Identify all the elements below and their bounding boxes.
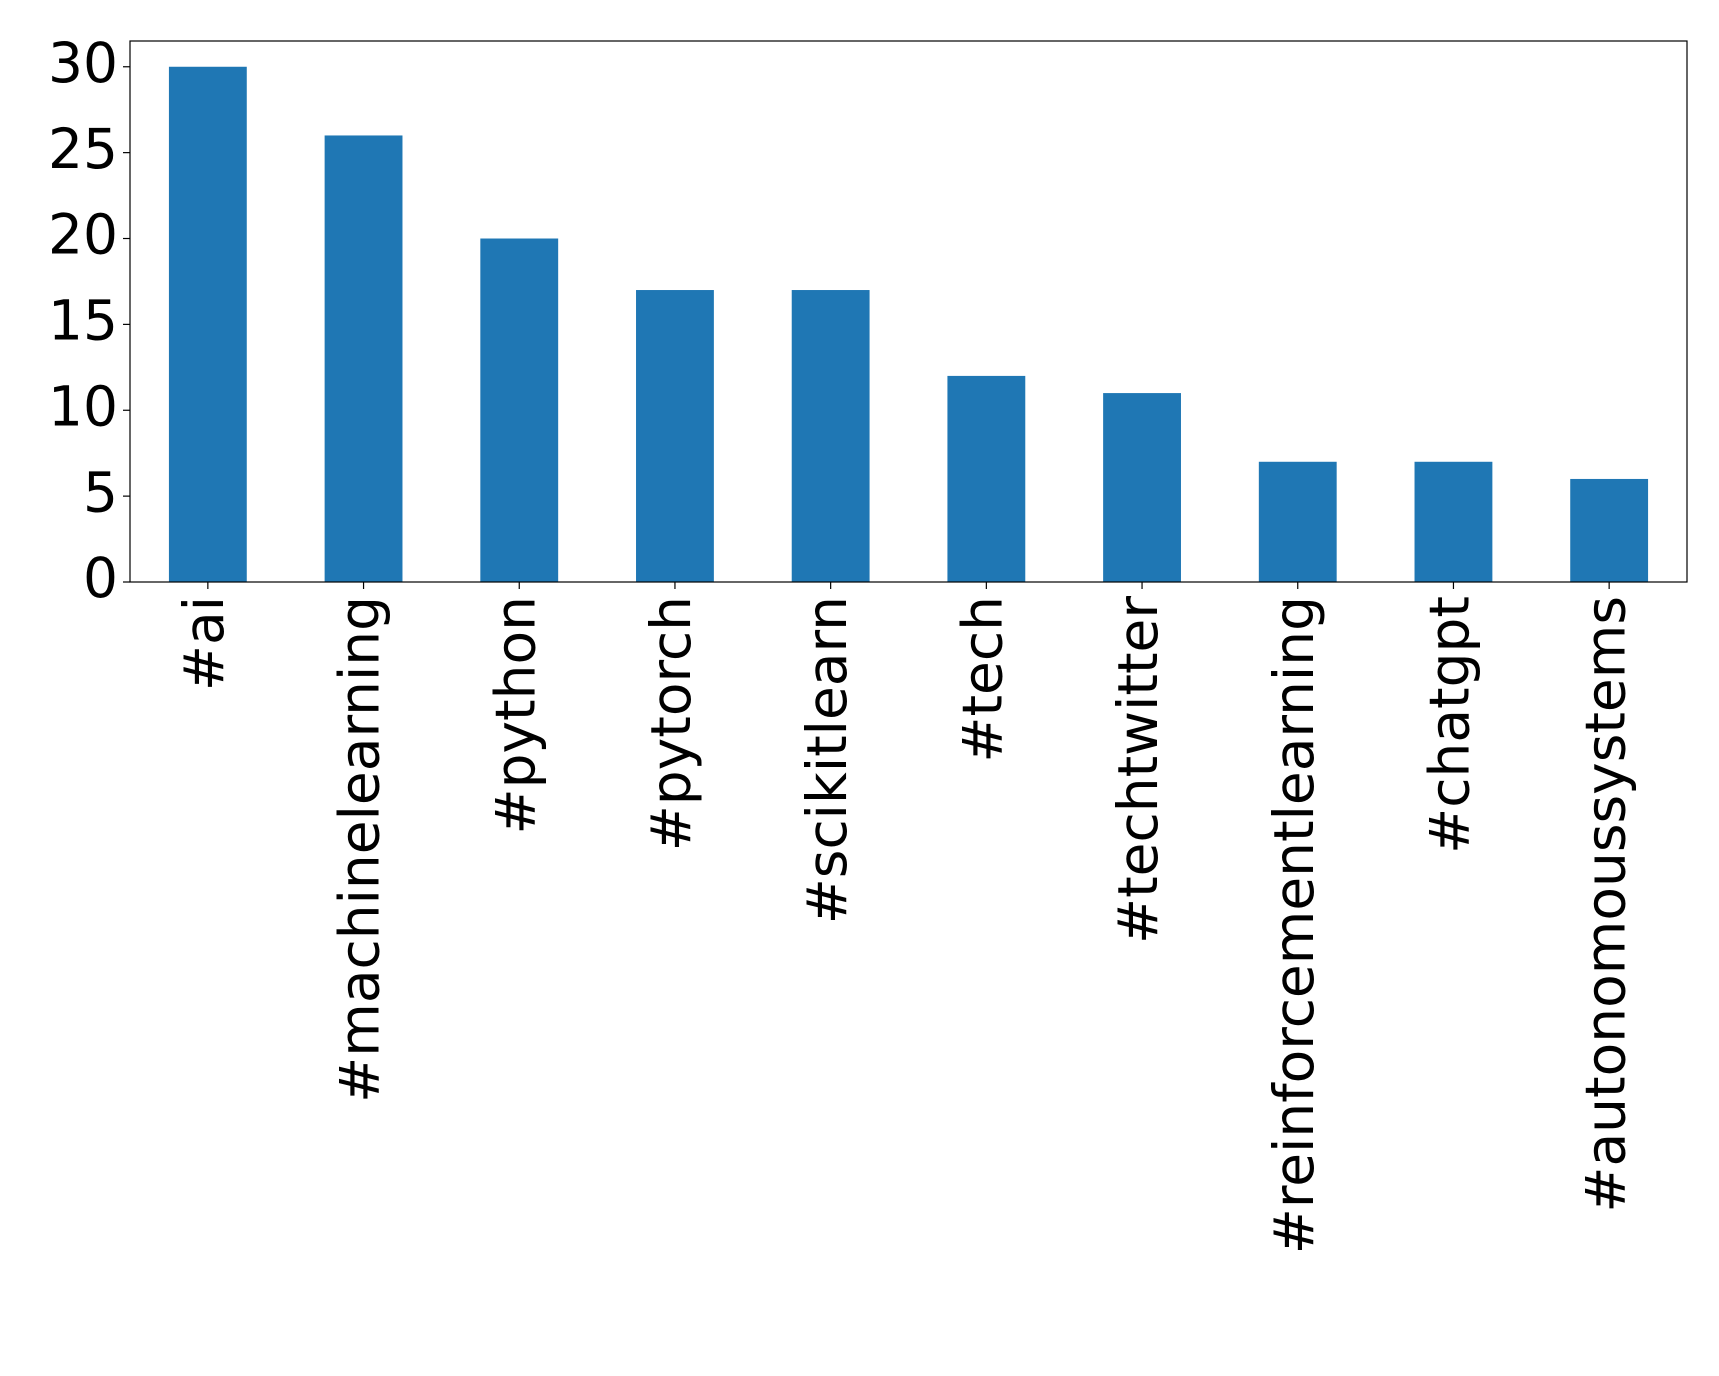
bar (1570, 478, 1649, 582)
x-tick-label: #techtwitter (1106, 596, 1170, 944)
x-tick-label: #reinforcementlearning (1262, 596, 1326, 1254)
bar (480, 238, 559, 582)
bar (636, 290, 714, 582)
bar (1414, 461, 1493, 582)
bar (324, 135, 403, 582)
x-tick-label: #tech (950, 596, 1014, 763)
x-tick-label: #pytorch (639, 596, 703, 851)
bar (791, 290, 870, 582)
y-tick-label: 25 (48, 117, 118, 181)
y-tick-label: 5 (83, 460, 118, 524)
plot-frame (129, 40, 1688, 583)
bar (168, 66, 247, 582)
y-tick-label: 0 (83, 546, 118, 610)
x-tick-label: #machinelearning (328, 596, 392, 1103)
y-tick-label: 10 (48, 374, 118, 438)
bar (947, 375, 1026, 582)
bar (1103, 393, 1181, 582)
y-tick-label: 30 (48, 31, 118, 95)
y-tick-label: 15 (48, 289, 118, 353)
x-tick-label: #ai (172, 596, 236, 691)
x-tick-label: #chatgpt (1418, 596, 1482, 854)
x-tick-label: #python (483, 596, 547, 834)
bar (1258, 461, 1337, 582)
x-tick-label: #autonomoussystems (1573, 596, 1637, 1213)
y-tick-label: 20 (48, 203, 118, 267)
x-tick-label: #scikitlearn (795, 596, 859, 924)
